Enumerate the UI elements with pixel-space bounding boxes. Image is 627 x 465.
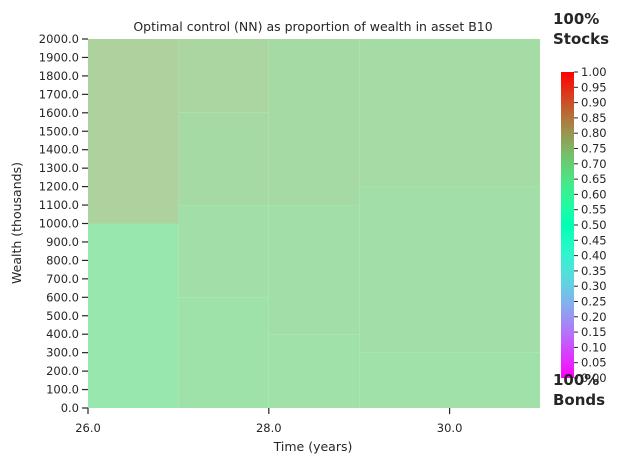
x-tick-label: 30.0 [437,421,463,435]
colorbar-tick-label: 0.20 [581,310,607,324]
y-tick-label: 1300.0 [39,161,79,175]
heatmap-cell [359,352,540,408]
chart-title: Optimal control (NN) as proportion of we… [133,19,492,34]
colorbar-tick-label: 0.45 [581,233,607,247]
colorbar-tick-label: 0.90 [581,96,607,110]
y-tick-label: 1200.0 [39,180,79,194]
colorbar-gradient [561,72,574,378]
x-tick-label: 26.0 [75,421,101,435]
colorbar-tick-label: 0.55 [581,203,607,217]
heatmap-cells [88,39,540,408]
x-tick-label: 28.0 [256,421,282,435]
x-axis-label: Time (years) [273,439,353,454]
colorbar-tick-label: 0.95 [581,80,607,94]
colorbar-tick-label: 0.40 [581,249,607,263]
y-tick-label: 100.0 [46,383,79,397]
colorbar-tick-label: 0.75 [581,142,607,156]
colorbar-tick-label: 0.10 [581,340,607,354]
colorbar-tick-label: 0.15 [581,325,607,339]
colorbar: 0.000.05 0.100.150.200.25 0.300.350.40 0.45… [561,65,607,385]
heatmap-cell [268,334,360,408]
y-tick-label: 1900.0 [39,50,79,64]
y-tick-label: 1000.0 [39,217,79,231]
heatmap-cell [178,39,269,113]
colorbar-tick-label: 0.80 [581,126,607,140]
colorbar-tick-label: 0.60 [581,187,607,201]
colorbar-tick-label: 0.65 [581,172,607,186]
y-tick-label: 200.0 [46,364,79,378]
y-axis-label: Wealth (thousands) [9,162,24,284]
heatmap-cell [359,186,540,353]
colorbar-tick-label: 0.85 [581,111,607,125]
heatmap-cell [178,297,269,408]
y-tick-label: 800.0 [46,253,79,267]
heatmap-cell [359,39,540,187]
colorbar-tick-label: 0.30 [581,279,607,293]
heatmap-cell [88,223,179,408]
colorbar-tick-label: 0.35 [581,264,607,278]
y-tick-label: 700.0 [46,272,79,286]
heatmap-cell [178,112,269,206]
heatmap-cell [268,39,360,206]
y-tick-label: 600.0 [46,290,79,304]
colorbar-tick-label: 0.05 [581,356,607,370]
y-tick-label: 2000.0 [39,32,79,46]
bottom-bonds-label: 100% Bonds [553,371,605,409]
y-tick-label: 1500.0 [39,124,79,138]
x-axis: 26.0 28.0 30.0 [75,408,462,435]
y-tick-label: 1600.0 [39,106,79,120]
colorbar-tick-label: 0.70 [581,157,607,171]
heatmap-cell [268,205,360,335]
y-tick-label: 500.0 [46,309,79,323]
colorbar-tick-label: 0.00 [581,371,607,385]
y-tick-label: 1700.0 [39,87,79,101]
y-axis: 0.0 100.0 200.0 300.0 400.0 500.0 600.0 700.0 80… [39,32,88,415]
top-stocks-label: 100% Stocks [553,10,609,48]
y-tick-label: 1400.0 [39,143,79,157]
heatmap-cell [88,39,179,224]
colorbar-tick-label: 0.50 [581,218,607,232]
y-tick-label: 300.0 [46,346,79,360]
y-tick-label: 0.0 [61,401,79,415]
y-tick-label: 900.0 [46,235,79,249]
y-tick-label: 1100.0 [39,198,79,212]
colorbar-tick-label: 0.25 [581,295,607,309]
y-tick-label: 1800.0 [39,69,79,83]
heatmap-cell [178,205,269,298]
colorbar-tick-label: 1.00 [581,65,607,79]
y-tick-label: 400.0 [46,327,79,341]
